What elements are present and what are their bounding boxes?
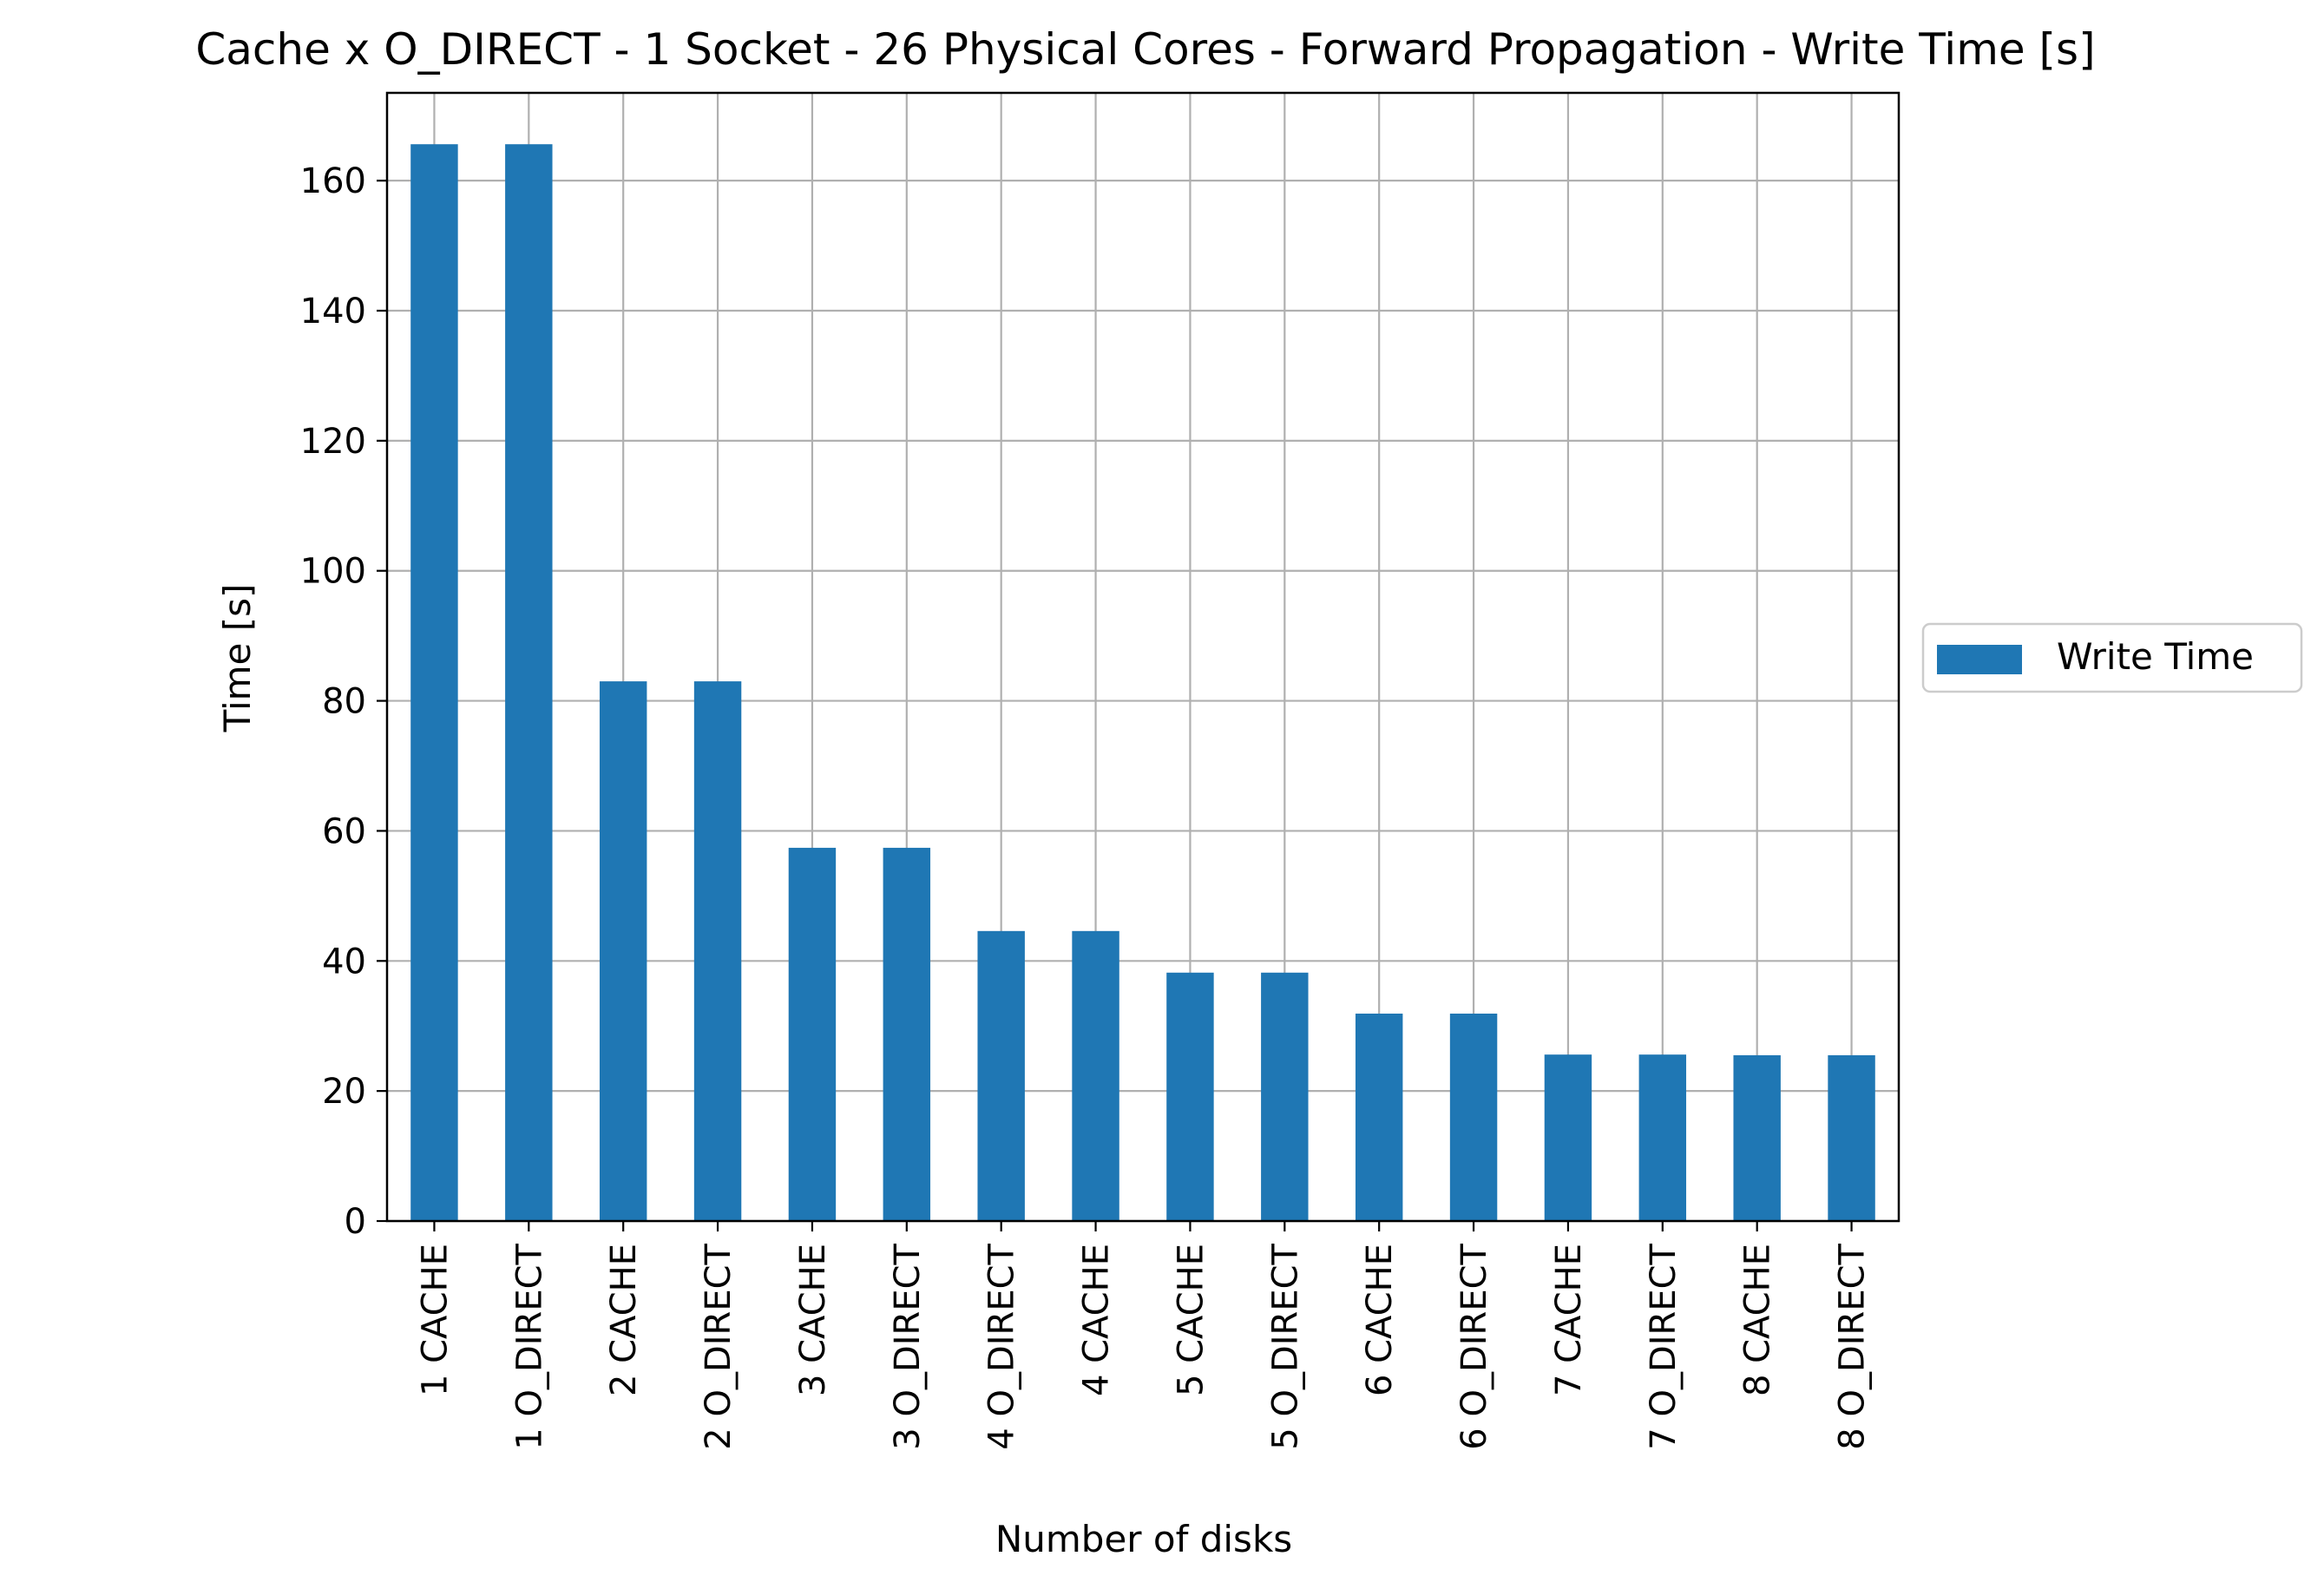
bar	[1166, 972, 1214, 1221]
x-tick-label: 3 O_DIRECT	[888, 1243, 928, 1449]
bar	[883, 847, 931, 1221]
bar	[1733, 1054, 1781, 1221]
bar	[1638, 1054, 1687, 1221]
y-tick-label: 120	[300, 422, 366, 462]
bar	[1828, 1054, 1875, 1221]
bar	[599, 681, 647, 1221]
legend-frame	[1921, 622, 2303, 693]
x-tick-label: 3 CACHE	[793, 1244, 833, 1396]
bar	[1449, 1013, 1498, 1221]
y-tick-label: 140	[300, 292, 366, 332]
x-tick-label: 4 O_DIRECT	[982, 1243, 1022, 1449]
bar	[1072, 930, 1119, 1221]
x-tick-label: 6 CACHE	[1360, 1244, 1400, 1396]
y-tick-label: 80	[322, 682, 366, 722]
bar	[977, 930, 1025, 1221]
x-tick-label: 8 O_DIRECT	[1833, 1243, 1873, 1449]
bar	[1261, 972, 1309, 1221]
bar	[505, 144, 553, 1221]
x-tick-label: 7 CACHE	[1549, 1244, 1589, 1396]
legend: Write Time	[1921, 622, 2303, 693]
plot-frame	[385, 91, 1901, 1223]
tick-layer: 0 20 40 60 80 100 120 140 160 1 CACHE 1 O_DIRECT 2 …	[300, 161, 1873, 1450]
y-tick-label: 0	[345, 1202, 366, 1242]
x-tick-label: 1 O_DIRECT	[509, 1243, 549, 1449]
bar	[788, 847, 837, 1221]
y-tick-label: 40	[322, 942, 366, 982]
x-tick-label: 4 CACHE	[1077, 1244, 1117, 1396]
y-tick-label: 60	[322, 811, 366, 851]
x-tick-label: 5 CACHE	[1171, 1244, 1211, 1396]
x-tick-label: 2 O_DIRECT	[699, 1243, 739, 1449]
x-axis-label: Number of disks	[995, 1518, 1292, 1560]
legend-label: Write Time	[2057, 635, 2254, 678]
bar	[693, 681, 742, 1221]
x-tick-label: 5 O_DIRECT	[1265, 1243, 1305, 1449]
x-tick-label: 2 CACHE	[604, 1244, 644, 1396]
bar	[1355, 1013, 1403, 1221]
bar	[410, 144, 458, 1221]
legend-swatch	[1937, 645, 2022, 674]
chart-title: Cache x O_DIRECT - 1 Socket - 26 Physica…	[195, 24, 2095, 75]
x-tick-label: 1 CACHE	[415, 1244, 455, 1396]
bar	[1544, 1054, 1592, 1221]
x-tick-label: 8 CACHE	[1738, 1244, 1778, 1396]
y-tick-label: 20	[322, 1072, 366, 1112]
y-tick-label: 100	[300, 552, 366, 592]
x-tick-label: 6 O_DIRECT	[1454, 1243, 1494, 1449]
bar-layer	[410, 144, 1875, 1221]
y-axis-label: Time [s]	[216, 584, 259, 733]
y-tick-label: 160	[300, 161, 366, 201]
x-tick-label: 7 O_DIRECT	[1644, 1243, 1684, 1449]
